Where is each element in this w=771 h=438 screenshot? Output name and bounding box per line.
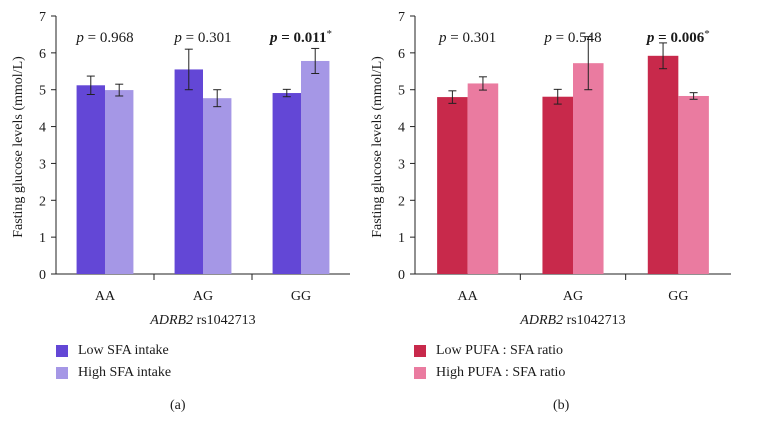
- x-axis-label-a: ADRB2 rs1042713: [149, 313, 255, 328]
- bar: [76, 85, 105, 274]
- legend-label-high-pufa: High PUFA : SFA ratio: [436, 365, 566, 380]
- legend-swatch-high-pufa: [414, 367, 426, 379]
- bar: [678, 95, 709, 274]
- p-value-annotation: p = 0.548: [543, 30, 601, 46]
- legend-panel-b: Low PUFA : SFA ratio High PUFA : SFA rat…: [414, 340, 565, 384]
- legend-panel-a: Low SFA intake High SFA intake: [56, 340, 171, 384]
- y-tick-label: 4: [398, 121, 405, 136]
- x-tick-label: GG: [668, 289, 688, 304]
- p-value-annotation: p = 0.968: [75, 30, 133, 46]
- y-tick-label: 7: [39, 10, 46, 25]
- x-tick-label: AA: [458, 289, 479, 304]
- legend-item-low-pufa: Low PUFA : SFA ratio: [414, 340, 565, 362]
- bar: [203, 98, 232, 274]
- legend-swatch-low-sfa: [56, 345, 68, 357]
- y-tick-label: 7: [398, 10, 405, 25]
- y-tick-label: 5: [398, 84, 405, 99]
- x-tick-label: AA: [95, 289, 116, 304]
- p-value-annotation: p = 0.011*: [268, 28, 332, 46]
- y-tick-label: 2: [39, 194, 46, 209]
- x-axis-label-b: ADRB2 rs1042713: [519, 313, 625, 328]
- bar: [573, 63, 604, 275]
- legend-label-low-pufa: Low PUFA : SFA ratio: [436, 343, 564, 358]
- bar: [272, 93, 301, 274]
- y-tick-label: 6: [398, 47, 405, 62]
- y-tick-label: 4: [39, 121, 46, 136]
- y-tick-label: 5: [39, 84, 46, 99]
- panel-label-b: (b): [553, 398, 570, 413]
- y-tick-label: 0: [39, 268, 46, 283]
- y-tick-label: 1: [398, 231, 405, 246]
- bar: [542, 96, 573, 275]
- bar: [174, 69, 203, 274]
- y-tick-label: 2: [398, 194, 405, 209]
- x-tick-label: AG: [193, 289, 213, 304]
- bar: [467, 83, 499, 274]
- p-value-annotation: p = 0.301: [438, 30, 496, 46]
- bar: [105, 90, 134, 274]
- y-axis-label-a: Fasting glucose levels (mmol/L): [11, 56, 26, 238]
- y-tick-label: 3: [39, 157, 46, 172]
- legend-item-high-sfa: High SFA intake: [56, 362, 171, 384]
- legend-swatch-low-pufa: [414, 345, 426, 357]
- x-tick-label: GG: [291, 289, 311, 304]
- p-value-annotation: p = 0.006*: [645, 28, 710, 46]
- y-tick-label: 1: [39, 231, 46, 246]
- legend-label-low-sfa: Low SFA intake: [78, 343, 169, 358]
- legend-label-high-sfa: High SFA intake: [78, 365, 172, 380]
- bar: [647, 55, 679, 275]
- panel-label-a: (a): [170, 398, 186, 413]
- legend-item-low-sfa: Low SFA intake: [56, 340, 171, 362]
- y-tick-label: 3: [398, 157, 405, 172]
- y-axis-label-b: Fasting glucose levels (mmol/L): [370, 56, 385, 238]
- legend-swatch-high-sfa: [56, 367, 68, 379]
- y-tick-label: 0: [398, 268, 405, 283]
- p-value-annotation: p = 0.301: [173, 30, 231, 46]
- bar: [301, 60, 330, 274]
- x-tick-label: AG: [563, 289, 583, 304]
- bar: [437, 97, 468, 274]
- legend-item-high-pufa: High PUFA : SFA ratio: [414, 362, 565, 384]
- y-tick-label: 6: [39, 47, 46, 62]
